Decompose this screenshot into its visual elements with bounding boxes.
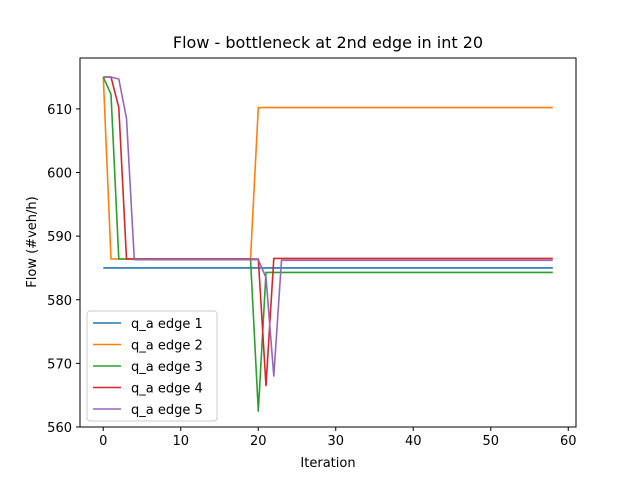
legend-label-4: q_a edge 4 bbox=[131, 382, 203, 397]
y-tick-label: 600 bbox=[47, 167, 72, 182]
x-tick-label: 0 bbox=[99, 434, 107, 449]
legend-label-1: q_a edge 1 bbox=[131, 317, 203, 332]
legend-label-3: q_a edge 3 bbox=[131, 360, 203, 375]
y-tick-label: 570 bbox=[47, 357, 72, 372]
y-tick-label: 560 bbox=[47, 421, 72, 436]
plot-frame bbox=[79, 57, 577, 428]
legend: q_a edge 1 q_a edge 2 q_a edge 3 q_a edge 4… bbox=[86, 310, 218, 422]
legend-label-2: q_a edge 2 bbox=[131, 339, 203, 354]
legend-label-5: q_a edge 5 bbox=[131, 403, 203, 418]
series-line-5 bbox=[103, 76, 553, 377]
y-axis-label: Flow (#veh/h) bbox=[25, 196, 40, 287]
x-tick-label: 50 bbox=[482, 434, 499, 449]
y-tick-label: 610 bbox=[47, 103, 72, 118]
x-tick-label: 60 bbox=[560, 434, 577, 449]
x-tick-label: 30 bbox=[327, 434, 344, 449]
x-axis-label: Iteration bbox=[300, 456, 355, 471]
y-axis: 560 570 580 590 600 610 bbox=[47, 103, 80, 436]
x-axis: 0 10 20 30 40 50 60 bbox=[99, 427, 577, 449]
x-tick-label: 40 bbox=[405, 434, 422, 449]
legend-box bbox=[86, 310, 218, 422]
x-tick-label: 10 bbox=[172, 434, 189, 449]
y-tick-label: 590 bbox=[47, 230, 72, 245]
series-layer bbox=[102, 76, 553, 412]
chart-title: Flow - bottleneck at 2nd edge in int 20 bbox=[173, 33, 483, 52]
x-tick-label: 20 bbox=[250, 434, 267, 449]
y-tick-label: 580 bbox=[47, 294, 72, 309]
